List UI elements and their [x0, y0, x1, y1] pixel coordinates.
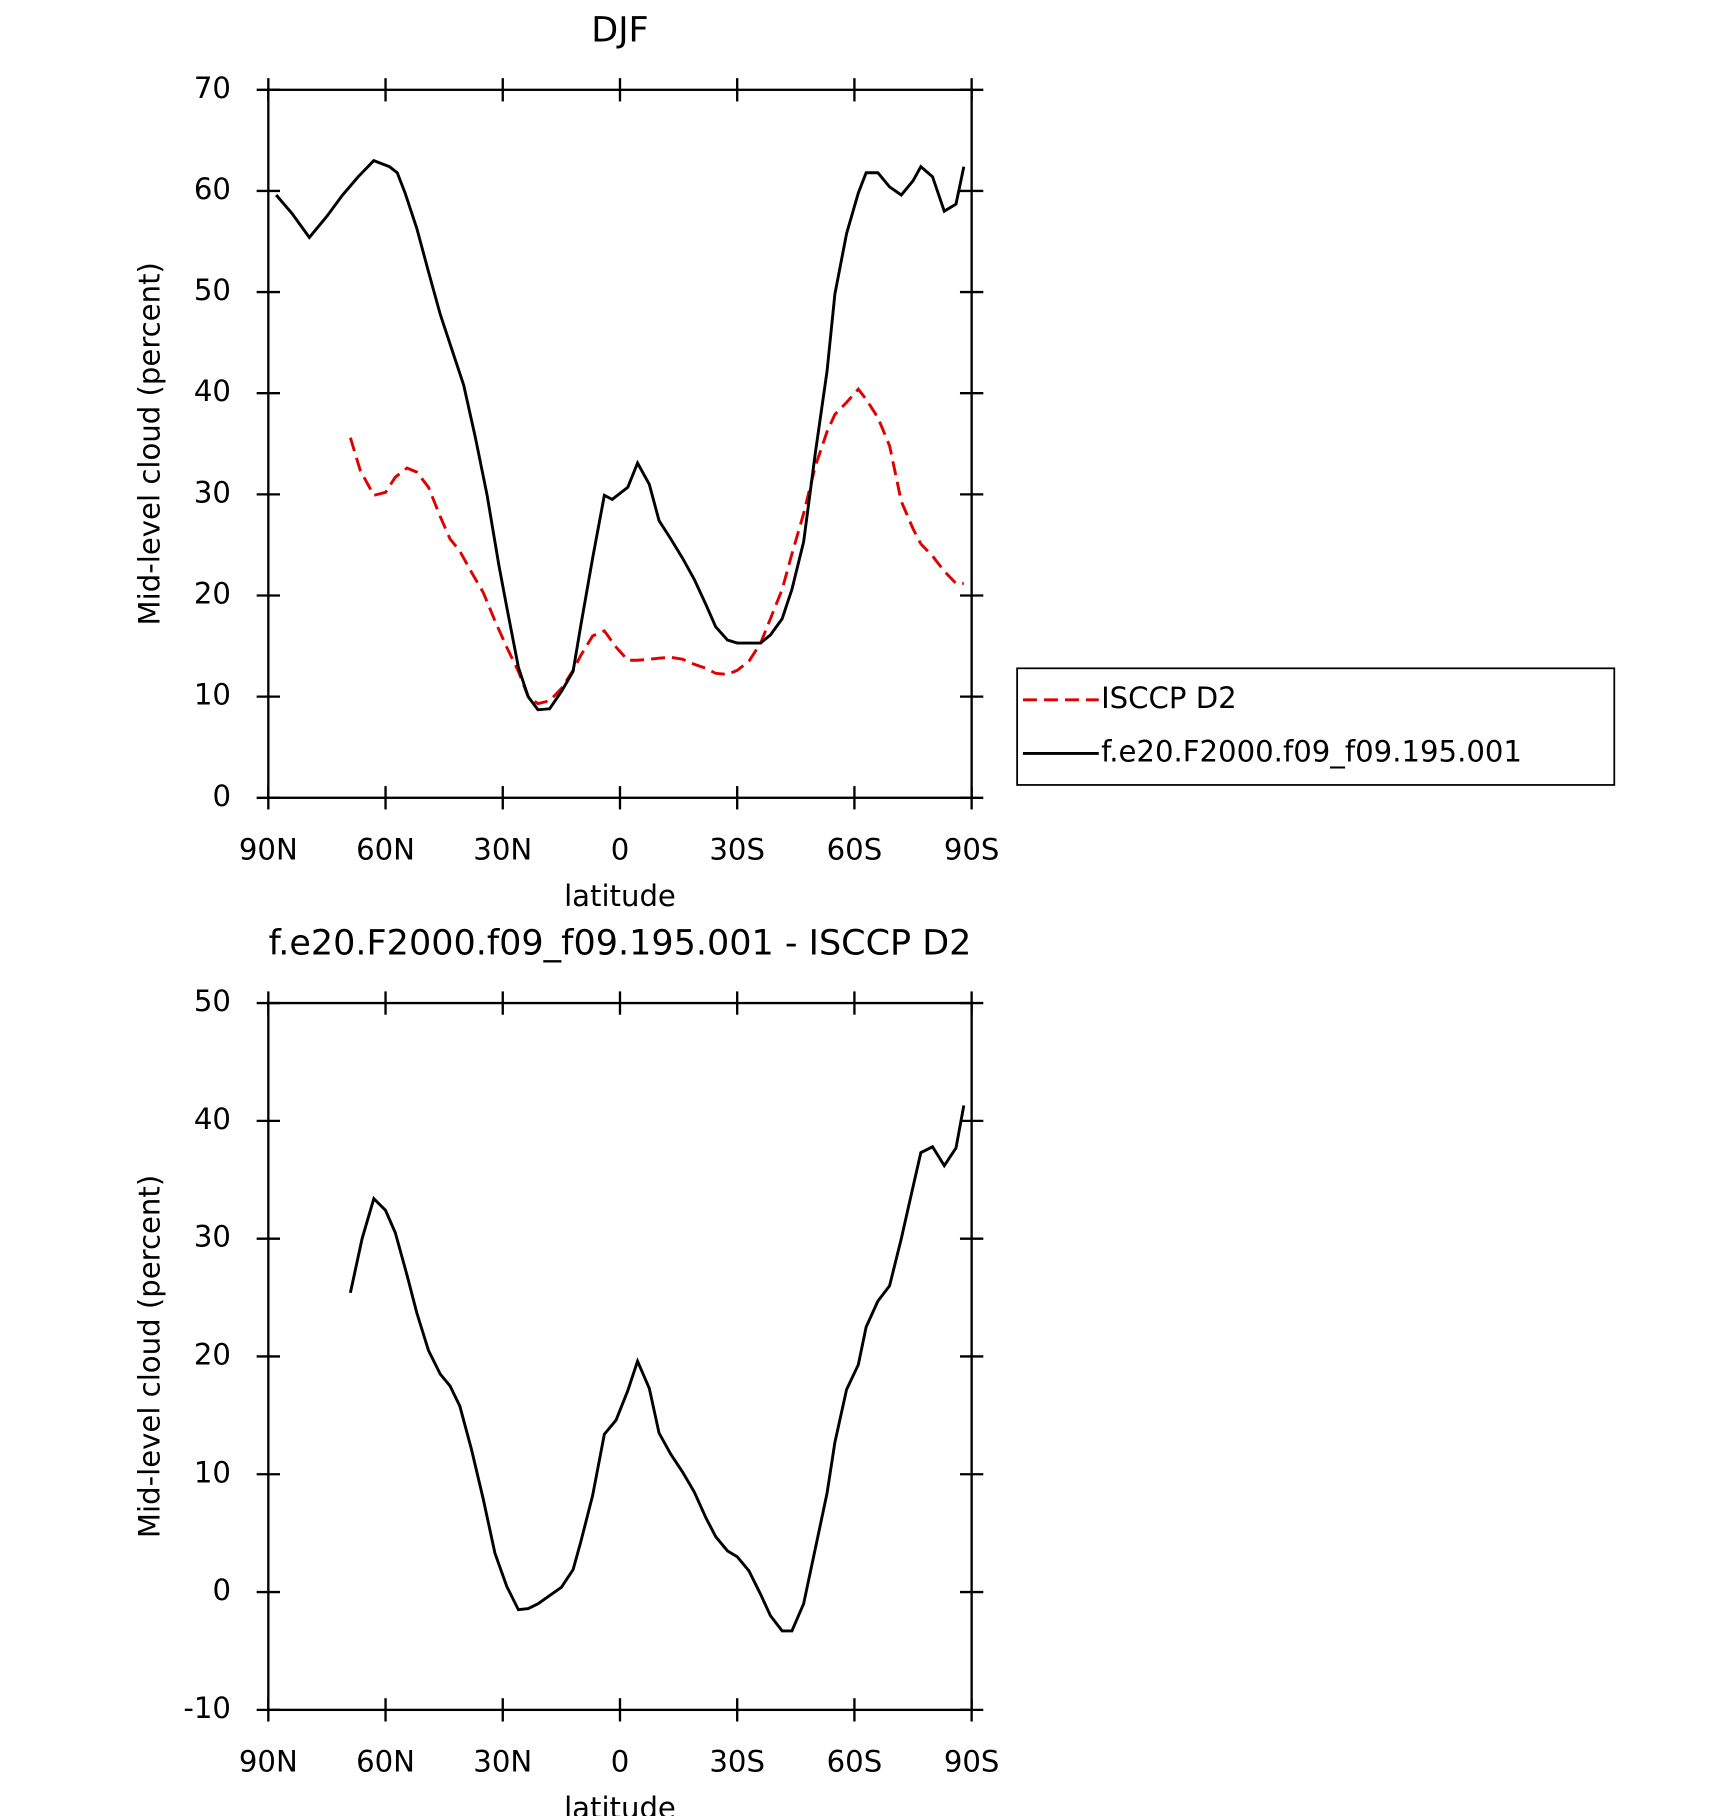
- y-tick-label: 50: [194, 273, 231, 307]
- x-tick-label: 90N: [239, 832, 298, 866]
- x-tick-label: 60N: [356, 832, 415, 866]
- x-tick-label: 30S: [709, 832, 765, 866]
- x-tick-label: 90S: [944, 832, 1000, 866]
- legend-label: ISCCP D2: [1101, 681, 1237, 715]
- x-tick-label: 30S: [709, 1745, 765, 1779]
- y-tick-label: 30: [194, 475, 231, 509]
- data-line: [275, 158, 966, 712]
- x-tick-label: 0: [611, 1745, 630, 1779]
- x-tick-label: 0: [611, 832, 630, 866]
- y-axis-label: Mid-level cloud (percent): [133, 1175, 167, 1538]
- x-tick-label: 60N: [356, 1745, 415, 1779]
- x-tick-label: 90S: [944, 1745, 1000, 1779]
- x-tick-label: 60S: [827, 1745, 883, 1779]
- y-tick-label: 0: [212, 1573, 231, 1607]
- x-tick-label: 90N: [239, 1745, 298, 1779]
- x-tick-label: 30N: [473, 832, 532, 866]
- legend-label: f.e20.F2000.f09_f09.195.001: [1101, 734, 1522, 768]
- plot-frame: [267, 88, 973, 799]
- y-tick-label: 40: [194, 1102, 231, 1136]
- x-tick-label: 60S: [827, 832, 883, 866]
- chart-title: DJF: [591, 10, 648, 50]
- y-tick-label: 20: [194, 577, 231, 611]
- legend-box: [1016, 667, 1616, 786]
- y-tick-label: -10: [183, 1691, 231, 1725]
- y-axis-label: Mid-level cloud (percent): [133, 262, 167, 625]
- plot-frame: [267, 1001, 973, 1712]
- y-tick-label: 30: [194, 1220, 231, 1254]
- x-tick-label: 30N: [473, 1745, 532, 1779]
- y-tick-label: 10: [194, 1455, 231, 1489]
- y-tick-label: 20: [194, 1337, 231, 1371]
- data-line: [348, 1105, 966, 1633]
- y-tick-label: 70: [194, 71, 231, 105]
- y-tick-label: 50: [194, 984, 231, 1018]
- x-axis-label: latitude: [564, 1791, 676, 1816]
- y-tick-label: 60: [194, 172, 231, 206]
- data-line: [348, 386, 964, 706]
- chart-title: f.e20.F2000.f09_f09.195.001 - ISCCP D2: [269, 924, 972, 964]
- x-axis-label: latitude: [564, 879, 676, 913]
- y-tick-label: 0: [212, 779, 231, 813]
- y-tick-label: 40: [194, 374, 231, 408]
- y-tick-label: 10: [194, 678, 231, 712]
